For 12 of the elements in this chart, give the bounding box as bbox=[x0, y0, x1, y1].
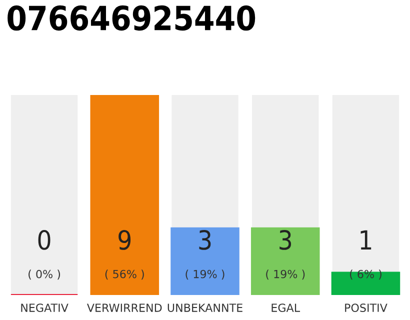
bar bbox=[331, 272, 400, 296]
x-tick-label: NEGATIV bbox=[21, 304, 68, 312]
x-tick-label: VERWIRREND bbox=[86, 304, 162, 312]
x-tick-label: POSITIV bbox=[345, 304, 388, 312]
chart-title: 076646925440 bbox=[8, 5, 256, 31]
data-label: 9 ( 56% ) bbox=[105, 230, 144, 280]
data-label: 3 ( 19% ) bbox=[266, 230, 305, 280]
data-label: 0 ( 0% ) bbox=[28, 230, 60, 280]
x-tick-label: UNBEKANNTE bbox=[168, 304, 242, 312]
data-label: 1 ( 6% ) bbox=[350, 230, 382, 280]
data-label: 3 ( 19% ) bbox=[186, 230, 224, 280]
x-tick-label: EGAL bbox=[272, 304, 300, 312]
